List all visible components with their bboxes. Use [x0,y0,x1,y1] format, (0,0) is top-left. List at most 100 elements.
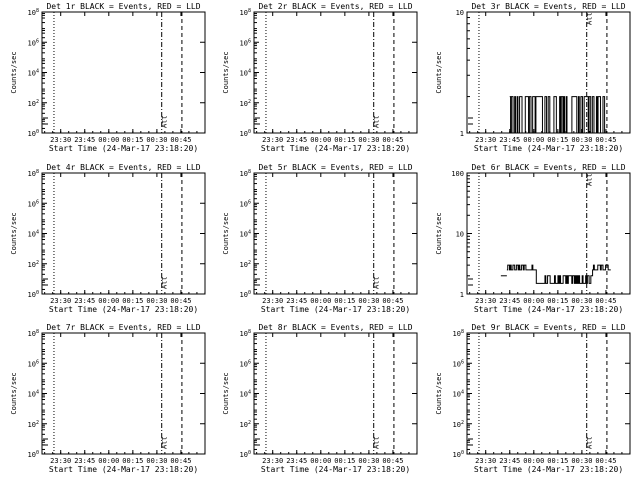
x-tick-label: 23:30 [50,297,71,305]
y-tick-label: 100 [240,129,251,138]
y-tick-base: 10 [28,170,36,178]
x-axis-label: Start Time (24-Mar-17 23:18:20) [49,465,198,474]
y-tick-exponent: 2 [461,420,464,426]
attenuator-label: Att [161,115,169,128]
x-tick-label: 23:30 [262,136,283,144]
x-tick-label: 00:15 [547,457,568,465]
x-tick-label: 00:30 [146,457,167,465]
y-tick-base: 10 [28,231,36,239]
x-tick-label: 23:45 [499,297,520,305]
x-tick-label: 23:45 [74,297,95,305]
y-tick-exponent: 6 [248,38,251,44]
y-tick-label: 102 [28,260,39,269]
x-tick-label: 00:45 [382,297,403,305]
y-tick-label: 108 [453,329,464,338]
y-tick-base: 10 [28,200,36,208]
plot-frame [253,172,418,295]
x-tick-label: 23:45 [499,457,520,465]
y-tick-base: 10 [240,170,248,178]
panel-title: Det 5r BLACK = Events, RED = LLD [258,163,412,172]
x-tick-label: 00:45 [170,136,191,144]
y-tick-exponent: 2 [36,420,39,426]
y-tick-exponent: 6 [248,359,251,365]
x-tick-label: 23:30 [475,297,496,305]
x-tick-label: 00:30 [571,297,592,305]
y-axis-label: Counts/sec [10,372,18,414]
x-tick-label: 23:45 [499,136,520,144]
plot-frame [41,172,206,295]
y-tick-base: 10 [453,451,461,459]
plot-frame [253,332,418,455]
y-tick-label: 10 [456,9,464,17]
y-tick-label: 104 [453,390,464,399]
x-axis-label: Start Time (24-Mar-17 23:18:20) [261,305,410,314]
x-tick-label: 00:30 [358,136,379,144]
y-tick-base: 10 [240,39,248,47]
y-tick-exponent: 4 [248,69,251,75]
panel-title: Det 6r BLACK = Events, RED = LLD [471,163,625,172]
y-tick-base: 10 [240,261,248,269]
x-tick-label: 00:15 [334,136,355,144]
x-tick-label: 23:45 [286,457,307,465]
y-tick-exponent: 0 [248,450,251,456]
y-tick-base: 10 [240,130,248,138]
y-tick-label: 108 [240,329,251,338]
y-tick-exponent: 0 [36,129,39,135]
y-tick-label: 106 [240,199,251,208]
y-tick-base: 10 [28,130,36,138]
attenuator-label: Att [586,12,594,25]
y-tick-base: 10 [28,39,36,47]
x-tick-label: 00:15 [547,136,568,144]
y-tick-exponent: 0 [248,290,251,296]
panel-4: Det 4r BLACK = Events, RED = LLD 23:30 23:… [10,163,206,314]
x-axis-label: Start Time (24-Mar-17 23:18:20) [474,305,623,314]
y-tick-label: 100 [28,450,39,459]
y-tick-label: 106 [28,359,39,368]
attenuator-label: Att [161,276,169,289]
panel-title: Det 3r BLACK = Events, RED = LLD [471,2,625,11]
y-tick-label: 104 [240,69,251,78]
panel-title: Det 9r BLACK = Events, RED = LLD [471,323,625,332]
x-tick-label: 23:45 [286,297,307,305]
y-tick-label: 102 [240,260,251,269]
x-tick-label: 00:45 [170,297,191,305]
y-tick-label: 106 [28,38,39,47]
y-tick-label: 108 [28,8,39,17]
y-tick-base: 10 [240,360,248,368]
y-tick-label: 100 [28,129,39,138]
x-tick-label: 00:15 [122,136,143,144]
y-tick-label: 102 [28,420,39,429]
y-tick-base: 10 [28,391,36,399]
x-tick-label: 00:00 [310,457,331,465]
y-tick-label: 100 [240,290,251,299]
panel-title: Det 7r BLACK = Events, RED = LLD [46,323,200,332]
y-tick-exponent: 6 [461,359,464,365]
x-tick-label: 23:45 [286,136,307,144]
y-axis-label: Counts/sec [435,372,443,414]
y-tick-base: 10 [240,451,248,459]
y-tick-base: 10 [28,360,36,368]
panel-5: Det 5r BLACK = Events, RED = LLD 23:30 23:… [222,163,418,314]
y-tick-exponent: 4 [461,390,464,396]
x-tick-label: 00:00 [98,136,119,144]
y-tick-label: 106 [453,359,464,368]
x-tick-label: 00:15 [122,297,143,305]
x-axis-label: Start Time (24-Mar-17 23:18:20) [474,144,623,153]
y-axis-label: Counts/sec [222,51,230,93]
y-tick-base: 10 [28,330,36,338]
events-series-line [509,96,608,134]
y-tick-label: 102 [28,99,39,108]
panel-3: Det 3r BLACK = Events, RED = LLD 23:30 23:… [435,2,631,153]
x-tick-label: 00:45 [595,457,616,465]
panel-1: Det 1r BLACK = Events, RED = LLD 23:30 23:… [10,2,206,153]
x-tick-label: 00:30 [571,136,592,144]
x-tick-label: 23:30 [262,297,283,305]
y-axis-label: Counts/sec [435,51,443,93]
y-tick-label: 104 [28,69,39,78]
attenuator-label: Att [161,436,169,449]
y-tick-label: 1 [460,291,464,299]
y-tick-exponent: 4 [36,390,39,396]
panel-title: Det 4r BLACK = Events, RED = LLD [46,163,200,172]
panel-2: Det 2r BLACK = Events, RED = LLD 23:30 23:… [222,2,418,153]
x-tick-label: 23:30 [262,457,283,465]
